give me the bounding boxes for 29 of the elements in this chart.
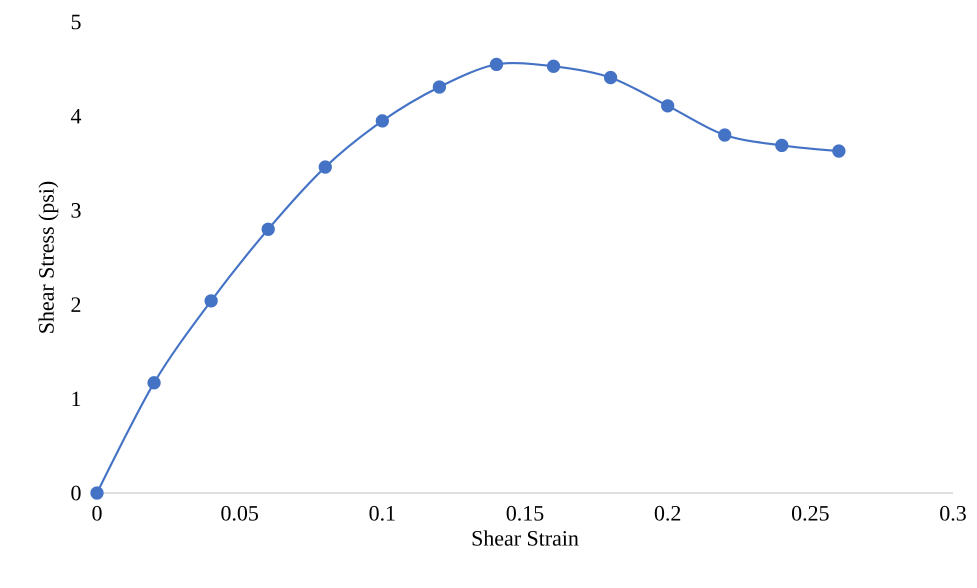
x-tick-label: 0.15 <box>506 506 544 521</box>
point <box>661 99 674 112</box>
point <box>318 160 332 174</box>
x-tick-label: 0.05 <box>221 506 258 521</box>
x-tick-label: 0 <box>92 506 102 521</box>
y-tick-label: 3 <box>72 203 81 218</box>
point <box>432 80 446 94</box>
x-tick-label: 0.1 <box>369 506 395 521</box>
x-tick-label: 0.25 <box>792 506 829 521</box>
point <box>718 128 732 142</box>
point <box>832 144 846 158</box>
point <box>490 58 504 72</box>
x-tick-label: 0.2 <box>654 506 680 521</box>
x-tick-label: 0.3 <box>940 506 966 521</box>
point <box>262 222 275 236</box>
point <box>546 60 560 73</box>
point <box>204 294 218 308</box>
point <box>775 138 788 152</box>
y-tick-label: 1 <box>72 392 80 406</box>
y-tick-label: 2 <box>71 297 80 312</box>
y-tick-label: 4 <box>70 109 82 124</box>
point <box>376 114 389 128</box>
y-tick-label: 0 <box>71 486 81 500</box>
y-tick-label: 5 <box>72 14 81 30</box>
point <box>147 376 161 390</box>
y-axis-title: Shear Stress (psi) <box>38 182 58 333</box>
point <box>604 70 618 84</box>
point <box>90 486 104 500</box>
x-axis-title: Shear Strain <box>472 530 579 546</box>
